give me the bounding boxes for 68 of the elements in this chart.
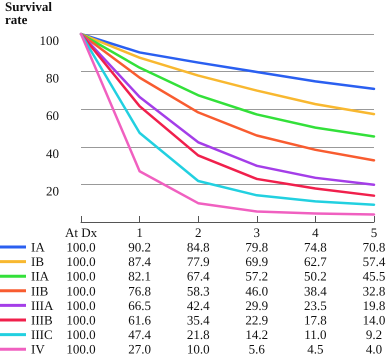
data-label: 57.2 [245, 268, 268, 284]
x-tick-label: 3 [254, 225, 260, 240]
data-label: 100.0 [66, 327, 96, 342]
data-label: 70.8 [362, 240, 386, 254]
data-label: 100.0 [66, 342, 96, 357]
data-label: 58.3 [186, 283, 210, 298]
data-label: 14.0 [362, 312, 386, 328]
data-label: 84.8 [186, 240, 210, 254]
y-tick-label: 20 [46, 183, 59, 198]
data-label: 74.8 [304, 240, 327, 254]
y-tick-label: 40 [46, 146, 59, 161]
data-label: 38.4 [304, 283, 328, 298]
data-label: 61.6 [128, 312, 152, 328]
data-label: 47.4 [128, 327, 152, 342]
data-label: 67.4 [186, 268, 210, 284]
legend-label: IIB [31, 283, 49, 298]
data-label: 46.0 [245, 283, 268, 298]
data-label: 50.2 [304, 268, 327, 284]
data-label: 23.5 [304, 298, 327, 313]
data-label: 11.0 [304, 327, 327, 342]
x-tick-label: 5 [370, 225, 378, 240]
data-label: 35.4 [186, 312, 210, 328]
legend-label: IV [31, 342, 46, 357]
data-label: 57.4 [362, 254, 386, 270]
data-label: 14.2 [245, 327, 268, 342]
data-label: 10.0 [186, 342, 210, 357]
legend-label: IA [31, 240, 46, 254]
data-label: 100.0 [66, 254, 96, 270]
data-label: 27.0 [128, 342, 151, 357]
data-label: 4.0 [366, 342, 382, 357]
data-label: 69.9 [245, 254, 268, 270]
legend-label: IIIA [31, 298, 54, 313]
data-label: 4.5 [307, 342, 324, 357]
x-tick-label: 4 [312, 225, 320, 240]
legend-label: IIIC [31, 327, 53, 342]
x-tick-label: 1 [136, 225, 143, 240]
data-label: 76.8 [128, 283, 151, 298]
y-tick-label: 80 [46, 70, 59, 86]
data-label: 17.8 [304, 312, 327, 328]
data-label: 100.0 [66, 283, 96, 298]
data-label: 87.4 [128, 254, 152, 270]
data-label: 9.2 [366, 327, 382, 342]
y-tick-label: 100 [40, 33, 59, 48]
data-label: 66.5 [128, 298, 151, 313]
data-label: 19.8 [362, 298, 386, 313]
data-label: 5.6 [248, 342, 266, 357]
data-label: 21.8 [186, 327, 210, 342]
y-axis-title: Survival rate [5, 0, 52, 27]
data-label: 79.8 [245, 240, 268, 254]
legend-label: IB [31, 254, 44, 270]
legend-label: IIIB [31, 312, 53, 328]
data-label: 32.8 [362, 283, 386, 298]
data-label: 100.0 [66, 298, 96, 313]
y-tick-label: 60 [46, 108, 59, 124]
data-label: 77.9 [186, 254, 210, 270]
data-label: 45.5 [362, 268, 386, 284]
data-label: 82.1 [128, 268, 151, 284]
data-label: 90.2 [128, 240, 151, 254]
x-tick-label: At Dx [64, 225, 98, 240]
x-tick-label: 2 [194, 225, 202, 240]
data-label: 29.9 [245, 298, 268, 313]
data-label: 100.0 [66, 240, 96, 254]
legend-label: IIA [31, 268, 50, 284]
data-label: 22.9 [245, 312, 268, 328]
data-label: 42.4 [186, 298, 210, 313]
data-label: 100.0 [66, 312, 96, 328]
data-label: 100.0 [66, 268, 96, 284]
data-label: 62.7 [304, 254, 328, 270]
